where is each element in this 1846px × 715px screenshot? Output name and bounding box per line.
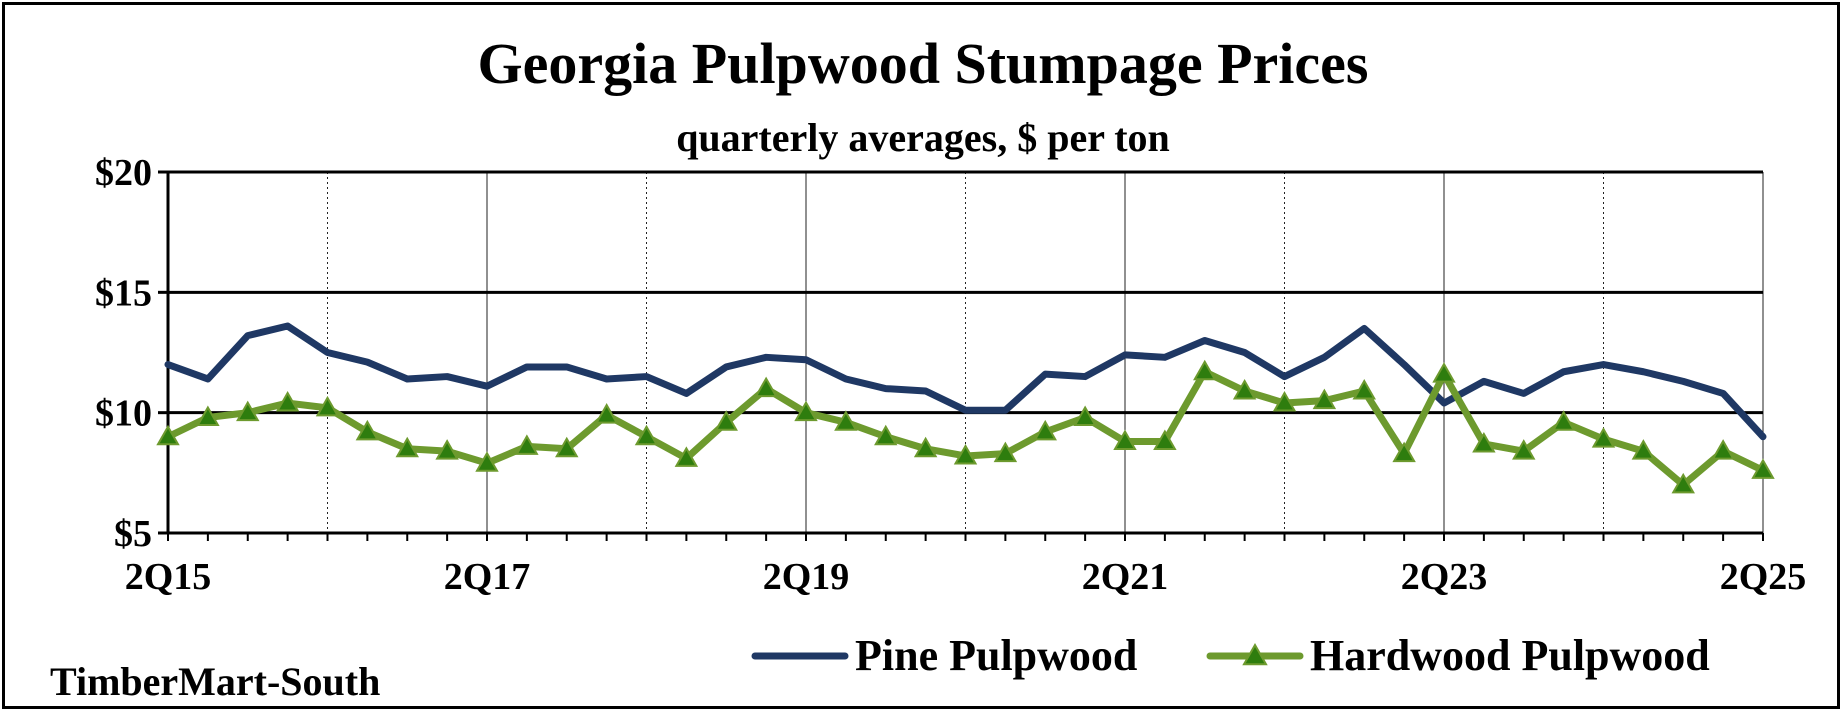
hardwood-point	[1193, 359, 1217, 381]
x-tick-label: 2Q25	[1720, 556, 1807, 598]
hardwood-point	[1631, 439, 1656, 460]
hardwood-point	[634, 424, 659, 446]
chart-title: Georgia Pulpwood Stumpage Prices	[477, 31, 1369, 96]
hardwood-point	[1153, 429, 1177, 451]
x-tick-label: 2Q17	[444, 556, 531, 598]
hardwood-point	[953, 443, 978, 465]
hardwood-point	[1033, 419, 1057, 441]
hardwood-point	[993, 441, 1018, 463]
source-label: TimberMart-South	[50, 659, 381, 704]
chart-subtitle: quarterly averages, $ per ton	[676, 115, 1170, 160]
hardwood-point	[1711, 439, 1735, 460]
hardwood-point	[1312, 388, 1337, 410]
hardwood-point	[674, 446, 699, 467]
hardwood-point	[236, 400, 260, 422]
hardwood-point	[555, 436, 579, 458]
x-tick-label: 2Q15	[125, 556, 212, 598]
hardwood-point	[315, 395, 340, 417]
hardwood-point	[1352, 378, 1376, 400]
hardwood-point	[475, 451, 499, 472]
hardwood-point	[1272, 391, 1297, 412]
y-tick-label: $10	[95, 393, 152, 435]
hardwood-point	[874, 424, 898, 446]
y-tick-label: $20	[95, 152, 152, 194]
hardwood-point	[1472, 431, 1496, 453]
hardwood-point	[355, 419, 380, 441]
hardwood-point	[754, 376, 778, 398]
hardwood-point	[1671, 472, 1695, 494]
y-tick-label: $5	[114, 513, 152, 555]
hardwood-point	[196, 405, 220, 426]
hardwood-point	[834, 410, 858, 431]
hardwood-point	[1751, 458, 1775, 479]
hardwood-point	[1432, 362, 1456, 383]
legend-label-hardwood: Hardwood Pulpwood	[1310, 631, 1710, 680]
hardwood-point	[913, 436, 938, 458]
hardwood-point	[1073, 405, 1097, 426]
hardwood-point	[1591, 427, 1616, 448]
x-tick-label: 2Q19	[763, 556, 850, 598]
hardwood-point	[594, 403, 619, 424]
hardwood-point	[435, 439, 459, 460]
x-tick-label: 2Q23	[1401, 556, 1488, 598]
legend-label-pine: Pine Pulpwood	[855, 631, 1137, 680]
hardwood-point	[794, 400, 818, 422]
hardwood-point	[156, 424, 180, 446]
hardwood-point	[395, 436, 419, 458]
hardwood-point	[275, 391, 300, 412]
legend-marker-hardwood	[1242, 642, 1268, 666]
hardwood-point	[714, 410, 738, 431]
series-line-pine-pulpwood	[164, 322, 1767, 441]
hardwood-point	[1551, 410, 1576, 431]
hardwood-point	[1232, 378, 1257, 400]
hardwood-point	[1392, 441, 1416, 463]
x-tick-label: 2Q21	[1082, 556, 1169, 598]
hardwood-point	[515, 434, 539, 455]
hardwood-point	[1512, 439, 1536, 460]
hardwood-point	[1113, 429, 1137, 451]
y-tick-label: $15	[95, 272, 152, 314]
